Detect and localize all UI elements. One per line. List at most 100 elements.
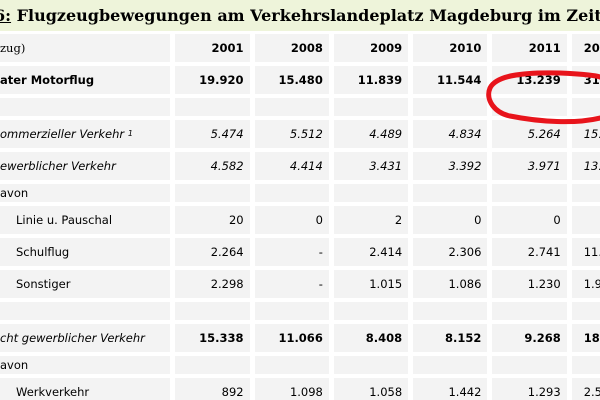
- value-cell: 11.066: [254, 324, 329, 352]
- header-year-2009: 2009: [333, 34, 409, 62]
- value-cell: -: [254, 238, 329, 266]
- value-cell: [492, 184, 567, 202]
- table-row: Schulflug 2.264 - 2.414 2.306 2.741 11.6: [0, 238, 600, 266]
- value-cell: 2.306: [413, 238, 488, 266]
- row-label: ater Motorflug: [0, 66, 171, 94]
- value-cell: 31.7: [571, 66, 600, 94]
- value-cell: 2.5: [571, 378, 600, 400]
- value-cell: 1.9: [571, 270, 600, 298]
- table-row: [0, 302, 600, 320]
- row-label: [0, 98, 171, 116]
- value-cell: 11.544: [413, 66, 488, 94]
- row-label: Werkverkehr: [0, 378, 171, 400]
- value-cell: [413, 98, 488, 116]
- row-label: avon: [0, 356, 171, 374]
- value-cell: 3.431: [333, 152, 409, 180]
- value-cell: [254, 356, 329, 374]
- value-cell: [413, 356, 488, 374]
- value-cell: 1.058: [333, 378, 409, 400]
- value-cell: [492, 302, 567, 320]
- table-row: avon: [0, 356, 600, 374]
- header-year-2011: 2011: [492, 34, 567, 62]
- table-row: avon: [0, 184, 600, 202]
- value-cell: 4.414: [254, 152, 329, 180]
- table-title: 6: Flugzeugbewegungen am Verkehrslandepl…: [0, 0, 600, 31]
- value-cell: [333, 98, 409, 116]
- value-cell: [333, 302, 409, 320]
- value-cell: [175, 302, 250, 320]
- value-cell: 4.834: [413, 120, 488, 148]
- value-cell: 15.338: [175, 324, 250, 352]
- header-year-2008: 2008: [254, 34, 329, 62]
- row-label: Linie u. Pauschal: [0, 206, 171, 234]
- value-cell: 1.442: [413, 378, 488, 400]
- value-cell: 1.015: [333, 270, 409, 298]
- value-cell: 3.971: [492, 152, 567, 180]
- data-table: zug) 2001 2008 2009 2010 2011 201 ater M…: [0, 34, 600, 400]
- value-cell: 20: [175, 206, 250, 234]
- value-cell: 0: [413, 206, 488, 234]
- table-row: [0, 98, 600, 116]
- table-row: ater Motorflug 19.920 15.480 11.839 11.5…: [0, 66, 600, 94]
- value-cell: [413, 302, 488, 320]
- value-cell: 1.230: [492, 270, 567, 298]
- value-cell: 4.489: [333, 120, 409, 148]
- value-cell: [571, 302, 600, 320]
- value-cell: [571, 98, 600, 116]
- table-header-row: zug) 2001 2008 2009 2010 2011 201: [0, 34, 600, 62]
- value-cell: [571, 206, 600, 234]
- header-year-2001: 2001: [175, 34, 250, 62]
- header-year-2012: 201: [571, 34, 600, 62]
- table-number: 6:: [0, 6, 12, 25]
- value-cell: 13.5: [571, 152, 600, 180]
- value-cell: 2.298: [175, 270, 250, 298]
- value-cell: [333, 184, 409, 202]
- value-cell: 2: [333, 206, 409, 234]
- value-cell: [492, 356, 567, 374]
- value-cell: 3.392: [413, 152, 488, 180]
- row-label-text: ommerzieller Verkehr: [0, 127, 125, 141]
- value-cell: [254, 184, 329, 202]
- table-row: cht gewerblicher Verkehr 15.338 11.066 8…: [0, 324, 600, 352]
- value-cell: [413, 184, 488, 202]
- value-cell: [254, 98, 329, 116]
- value-cell: 13.239: [492, 66, 567, 94]
- value-cell: 11.6: [571, 238, 600, 266]
- value-cell: 11.839: [333, 66, 409, 94]
- table-title-text: Flugzeugbewegungen am Verkehrslandeplatz…: [16, 6, 600, 25]
- value-cell: [175, 356, 250, 374]
- value-cell: 5.264: [492, 120, 567, 148]
- value-cell: [254, 302, 329, 320]
- value-cell: [175, 184, 250, 202]
- value-cell: 2.414: [333, 238, 409, 266]
- value-cell: 4.582: [175, 152, 250, 180]
- value-cell: 8.152: [413, 324, 488, 352]
- value-cell: 18.2: [571, 324, 600, 352]
- value-cell: [571, 184, 600, 202]
- value-cell: [333, 356, 409, 374]
- value-cell: 9.268: [492, 324, 567, 352]
- value-cell: 15.9: [571, 120, 600, 148]
- value-cell: 1.086: [413, 270, 488, 298]
- row-label: [0, 302, 171, 320]
- value-cell: [571, 356, 600, 374]
- row-label: ewerblicher Verkehr: [0, 152, 171, 180]
- table-row: Sonstiger 2.298 - 1.015 1.086 1.230 1.9: [0, 270, 600, 298]
- value-cell: 19.920: [175, 66, 250, 94]
- value-cell: 2.741: [492, 238, 567, 266]
- table-row: Werkverkehr 892 1.098 1.058 1.442 1.293 …: [0, 378, 600, 400]
- header-label-cell: zug): [0, 34, 171, 62]
- value-cell: 1.293: [492, 378, 567, 400]
- value-cell: 1.098: [254, 378, 329, 400]
- row-label: cht gewerblicher Verkehr: [0, 324, 171, 352]
- value-cell: 8.408: [333, 324, 409, 352]
- row-label: ommerzieller Verkehr 1: [0, 120, 171, 148]
- table-row: ewerblicher Verkehr 4.582 4.414 3.431 3.…: [0, 152, 600, 180]
- table-row: ommerzieller Verkehr 1 5.474 5.512 4.489…: [0, 120, 600, 148]
- header-year-2010: 2010: [413, 34, 488, 62]
- row-label: Sonstiger: [0, 270, 171, 298]
- table-row: Linie u. Pauschal 20 0 2 0 0: [0, 206, 600, 234]
- value-cell: 0: [492, 206, 567, 234]
- value-cell: [175, 98, 250, 116]
